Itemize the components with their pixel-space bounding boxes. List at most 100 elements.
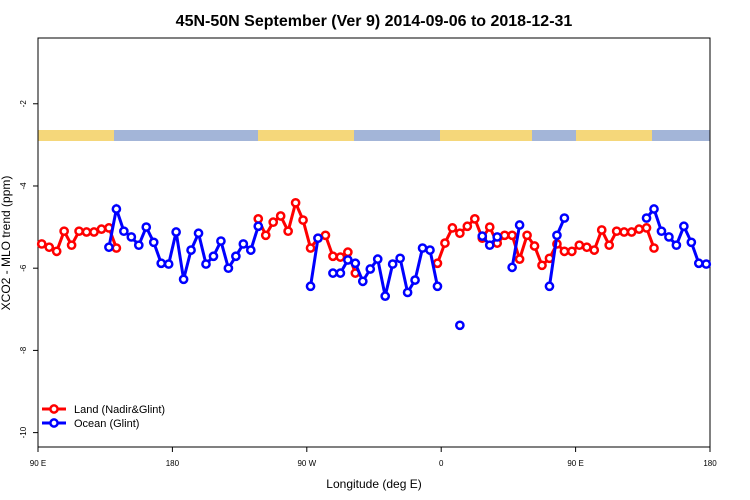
data-point xyxy=(537,260,547,271)
data-point xyxy=(477,231,488,241)
data-point xyxy=(298,215,308,225)
data-point xyxy=(649,243,659,253)
map-strip xyxy=(38,130,710,141)
data-point xyxy=(238,239,249,249)
data-point xyxy=(604,240,615,251)
data-point xyxy=(649,204,659,214)
data-point xyxy=(365,264,376,274)
data-point xyxy=(499,230,510,241)
data-point xyxy=(425,245,435,255)
data-point xyxy=(44,242,55,253)
data-point xyxy=(126,232,137,242)
data-point xyxy=(484,240,495,251)
data-point xyxy=(343,247,353,258)
data-point xyxy=(619,227,629,237)
x-axis-label: Longitude (deg E) xyxy=(326,477,421,491)
data-point xyxy=(268,217,279,228)
x-tick-label: 90 E xyxy=(567,459,583,468)
data-point xyxy=(641,213,652,223)
data-point xyxy=(231,251,241,262)
data-point xyxy=(581,242,592,253)
data-point xyxy=(559,246,570,257)
x-tick-label: 180 xyxy=(703,459,717,468)
data-point xyxy=(148,237,159,248)
data-point xyxy=(253,214,264,224)
data-point xyxy=(440,238,450,248)
data-point xyxy=(51,246,62,257)
x-tick-label: 90 E xyxy=(30,459,46,468)
data-point xyxy=(275,211,286,221)
chart-title: 45N-50N September (Ver 9) 2014-09-06 to … xyxy=(176,13,573,30)
data-point xyxy=(96,224,107,234)
data-point xyxy=(186,245,196,255)
data-point xyxy=(59,226,69,237)
data-point xyxy=(253,221,264,232)
data-point xyxy=(141,222,152,232)
x-tick-label: 90 W xyxy=(297,459,316,468)
data-point xyxy=(469,214,480,224)
data-point xyxy=(522,230,532,241)
x-tick-label: 180 xyxy=(166,459,180,468)
data-point xyxy=(245,245,256,255)
data-point xyxy=(567,246,577,257)
data-point xyxy=(671,240,682,251)
data-point xyxy=(514,220,525,230)
x-tick-label: 0 xyxy=(439,459,444,468)
data-point xyxy=(81,227,92,237)
data-point xyxy=(208,251,219,262)
data-point xyxy=(305,243,316,253)
data-point xyxy=(492,232,503,242)
data-point xyxy=(455,320,465,331)
data-point xyxy=(462,221,473,232)
data-point xyxy=(335,268,346,278)
legend-marker xyxy=(49,404,59,414)
data-point xyxy=(89,227,99,237)
data-point xyxy=(589,245,600,255)
data-point xyxy=(559,213,570,223)
data-point xyxy=(395,253,405,264)
data-point xyxy=(432,281,443,292)
data-point xyxy=(372,254,383,264)
data-point xyxy=(156,258,167,269)
data-point xyxy=(380,291,391,301)
data-point xyxy=(664,232,674,242)
data-point xyxy=(66,240,77,251)
data-point xyxy=(641,223,652,233)
data-point xyxy=(529,241,540,251)
data-point xyxy=(402,287,413,298)
data-point xyxy=(357,276,368,287)
data-point xyxy=(171,227,181,237)
data-point xyxy=(335,252,346,262)
data-point xyxy=(611,226,622,237)
data-point xyxy=(596,225,607,235)
data-point xyxy=(514,254,525,264)
y-tick-label: -6 xyxy=(19,264,28,272)
data-point xyxy=(455,228,465,239)
data-point xyxy=(634,224,644,234)
y-tick-label: -4 xyxy=(19,182,28,190)
data-point xyxy=(447,223,458,233)
legend-label: Ocean (Glint) xyxy=(74,418,139,430)
data-point xyxy=(328,268,338,278)
y-tick-label: -2 xyxy=(19,100,28,108)
data-point xyxy=(544,281,555,292)
legend-label: Land (Nadir&Glint) xyxy=(74,404,165,416)
data-point xyxy=(432,258,443,269)
data-point xyxy=(283,226,293,237)
y-tick-label: -10 xyxy=(19,426,28,438)
legend-marker xyxy=(49,418,59,428)
data-point xyxy=(36,239,47,249)
data-point xyxy=(260,230,271,241)
data-point xyxy=(104,242,114,253)
data-point xyxy=(656,226,667,237)
data-point xyxy=(507,262,517,273)
series-line xyxy=(107,203,707,297)
data-point xyxy=(320,230,331,241)
data-point xyxy=(574,240,585,251)
data-point xyxy=(701,259,712,269)
data-point xyxy=(484,222,495,232)
data-point xyxy=(507,230,517,241)
data-point xyxy=(133,240,144,251)
